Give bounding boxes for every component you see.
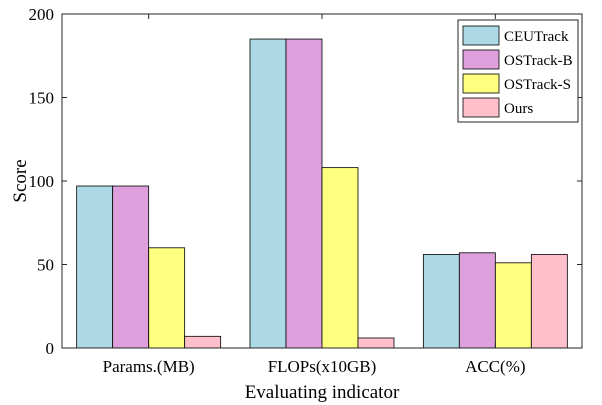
- bar-ostrack-b-2: [458, 252, 496, 349]
- y-tick-label: 50: [37, 256, 54, 275]
- x-tick-label: ACC(%): [465, 357, 525, 376]
- y-tick-label: 0: [46, 339, 55, 358]
- bar-ceutrack-2: [422, 254, 460, 349]
- legend: CEUTrack OSTrack-B OSTrack-S Ours: [457, 19, 579, 123]
- plot-frame: [61, 13, 583, 349]
- bar-ostrack-s-0: [148, 247, 186, 349]
- bar-ours-1: [357, 337, 395, 349]
- bar-ostrack-b-1: [285, 38, 323, 349]
- bar-ostrack-b-0: [112, 185, 150, 349]
- y-tick-label: 100: [29, 172, 55, 191]
- legend-swatch-ceutrack: [462, 25, 500, 46]
- bar-ours-0: [184, 335, 222, 349]
- bar-ceutrack-0: [76, 185, 114, 349]
- bar-ostrack-s-1: [321, 167, 359, 349]
- legend-swatch-ours: [462, 97, 500, 118]
- bar-ostrack-s-2: [494, 262, 532, 349]
- x-axis-title: Evaluating indicator: [245, 382, 400, 403]
- bar-ours-2: [530, 254, 568, 349]
- bars-group: [76, 38, 568, 349]
- legend-label: CEUTrack: [504, 29, 569, 45]
- y-tick-label: 150: [29, 89, 55, 108]
- y-tick-label: 200: [29, 5, 55, 24]
- y-axis-ticks: 0 50 100 150 200: [29, 5, 582, 358]
- legend-swatch-ostrack-s: [462, 73, 500, 94]
- bar-ceutrack-1: [249, 38, 287, 349]
- legend-label: Ours: [504, 101, 533, 117]
- legend-swatch-ostrack-b: [462, 49, 500, 70]
- legend-label: OSTrack-B: [504, 53, 573, 69]
- y-axis-title: Score: [10, 159, 31, 202]
- legend-label: OSTrack-S: [504, 77, 571, 93]
- x-axis-ticks: Params.(MB) FLOPs(x10GB) ACC(%): [103, 14, 526, 376]
- x-tick-label: FLOPs(x10GB): [268, 357, 377, 376]
- x-tick-label: Params.(MB): [103, 357, 195, 376]
